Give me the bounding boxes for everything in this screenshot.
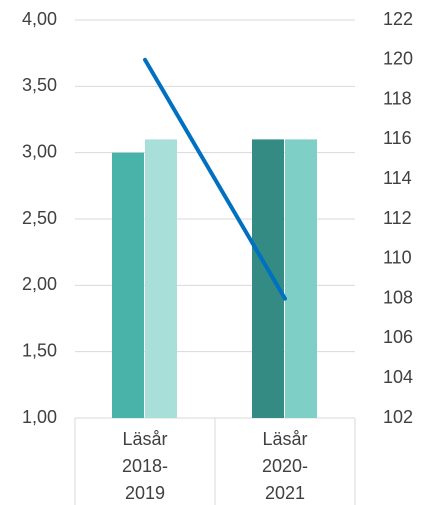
bar <box>285 139 317 418</box>
y2-tick-label: 120 <box>383 49 413 69</box>
bar <box>252 139 284 418</box>
y2-tick-label: 106 <box>383 327 413 347</box>
x-tick-label: Läsår 2020- 2021 <box>261 429 309 503</box>
y2-tick-label: 114 <box>383 168 412 188</box>
y2-tick-label: 116 <box>383 128 412 148</box>
y2-tick-label: 108 <box>383 287 413 307</box>
y-tick-label: 2,00 <box>22 274 57 294</box>
y-tick-label: 4,00 <box>22 9 57 29</box>
y2-tick-label: 104 <box>383 367 413 387</box>
x-tick-label: Läsår 2018- 2019 <box>121 429 169 503</box>
x-tick-label-box: Läsår 2020- 2021 <box>261 429 309 503</box>
y-tick-label: 1,50 <box>22 340 57 360</box>
y2-tick-label: 102 <box>383 407 413 427</box>
y-tick-label: 3,00 <box>22 141 57 161</box>
bar <box>112 152 144 418</box>
y-tick-label: 2,50 <box>22 208 57 228</box>
y2-tick-label: 110 <box>383 248 412 268</box>
y2-tick-label: 118 <box>383 88 412 108</box>
x-tick-label-box: Läsår 2018- 2019 <box>121 429 169 503</box>
bar <box>145 139 177 418</box>
line <box>143 57 287 301</box>
y2-tick-label: 112 <box>383 208 412 228</box>
y-tick-label: 3,50 <box>22 75 57 95</box>
y2-tick-label: 122 <box>383 9 413 29</box>
y-tick-label: 1,00 <box>22 407 57 427</box>
